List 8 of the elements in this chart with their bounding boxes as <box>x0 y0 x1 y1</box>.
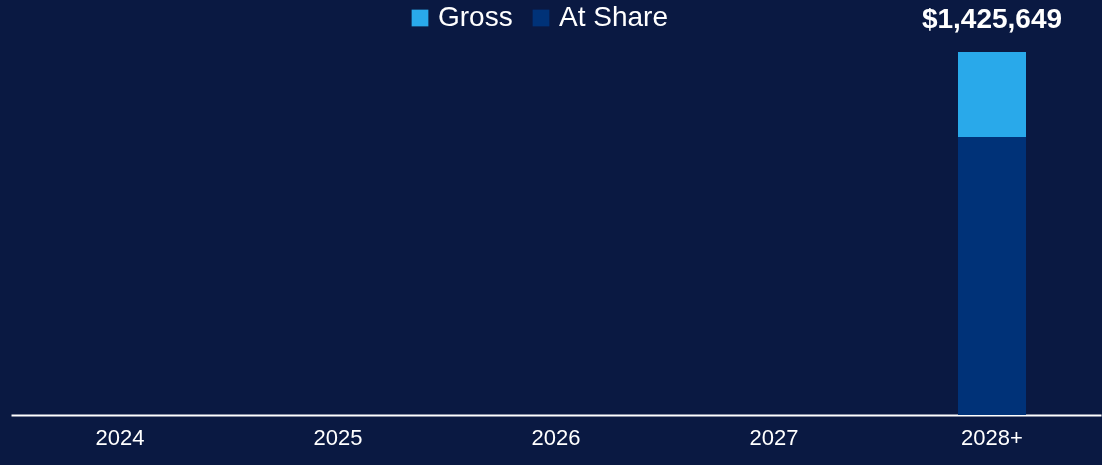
x-tick-label: 2026 <box>531 424 581 450</box>
legend-label: Gross <box>438 1 513 32</box>
x-tick-label: 2024 <box>95 424 145 450</box>
x-tick-label: 2027 <box>749 424 799 450</box>
legend-label: At Share <box>559 1 668 32</box>
x-tick-label: 2028+ <box>961 424 1023 450</box>
annotation: $1,425,649 <box>921 3 1063 34</box>
x-tick-label: 2025 <box>313 424 363 450</box>
